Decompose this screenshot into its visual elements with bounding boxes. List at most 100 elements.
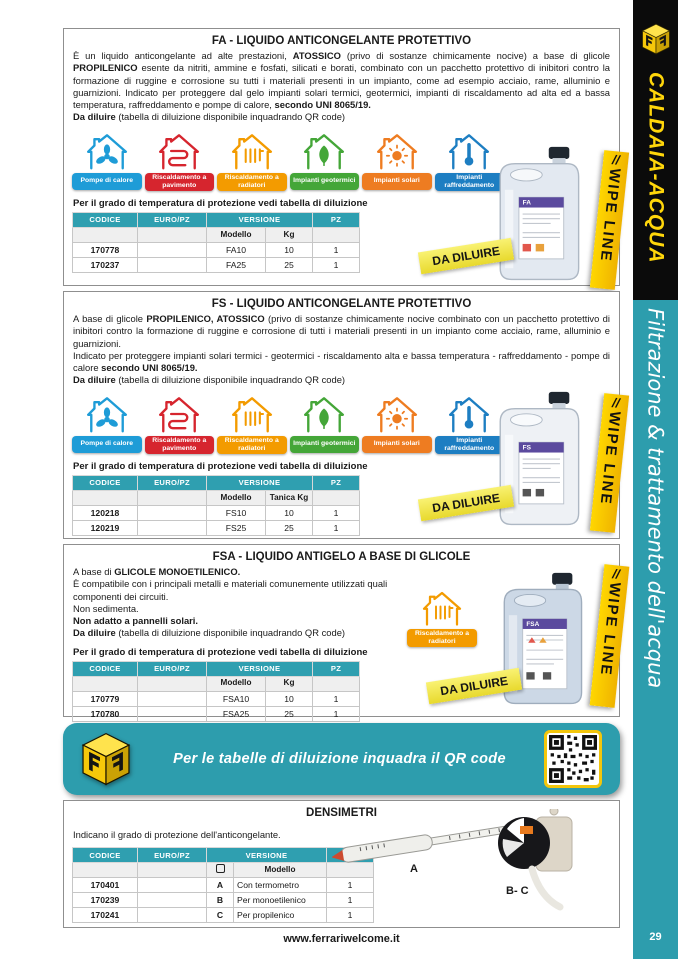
application-cooling: Impianti raffreddamento: [434, 129, 504, 191]
chip-impianti-solari: Impianti solari: [362, 172, 432, 190]
radiator-house-icon: [231, 396, 272, 433]
fs-text: A base di glicole: [73, 313, 147, 324]
radiator-house-icon: [422, 591, 462, 626]
fsa-sub-modello: Modello: [206, 675, 266, 692]
cell-modello: Per propilenico: [233, 907, 327, 924]
cell-pz: 1: [326, 877, 374, 894]
cell-modello: FS10: [206, 504, 266, 521]
page-number: 29: [649, 931, 662, 943]
qr-code[interactable]: [544, 730, 602, 788]
fsa-sub-kg: Kg: [265, 675, 313, 692]
chip-impianti-solari: Impianti solari: [362, 435, 432, 453]
heat-pump-house-icon: [86, 396, 127, 433]
application-geothermal: Impianti geotermici: [289, 129, 359, 191]
section-fs-title: FS - LIQUIDO ANTICONGELANTE PROTETTIVO: [211, 298, 472, 310]
fsa-subheader-row: Modello Kg: [72, 675, 360, 692]
empty-cell: [312, 489, 360, 506]
cell-modello: FS25: [206, 519, 266, 536]
ferrari-cube-logo: [639, 22, 673, 56]
cell-modello: FSA10: [206, 690, 266, 707]
fs-col-codice: CODICE: [72, 474, 138, 491]
empty-cell: [72, 226, 138, 243]
cell-codice: 120219: [72, 519, 138, 536]
cell-kg: 25: [265, 519, 313, 536]
cell-pz: 1: [312, 705, 360, 722]
chip-impianti-geotermici: Impianti geotermici: [289, 172, 359, 190]
cell-kg: 25: [265, 705, 313, 722]
fs-text: (privo di sostanze chimicamente nocive c…: [73, 313, 610, 349]
cell-pz: 1: [312, 519, 360, 536]
fa-dilution-note: Per il grado di temperatura di protezion…: [73, 197, 368, 209]
solar-house-icon: [376, 133, 417, 170]
floor-heating-house-icon: [159, 396, 200, 433]
cell-euro: [137, 241, 207, 258]
fsa-dilution-note: Per il grado di temperatura di protezion…: [73, 646, 368, 658]
application-floor-heating: Riscaldamento a pavimento: [144, 129, 214, 191]
cell-euro: [137, 690, 207, 707]
cell-kg: 10: [265, 241, 313, 258]
wipe-line-text: WIPE LINE: [596, 410, 624, 507]
jug-label-text: FA: [523, 200, 532, 207]
empty-cell: [72, 489, 138, 506]
chip-riscaldamento-radiatori: Riscaldamento a radiatori: [407, 629, 477, 648]
sidebar-subcategory-label: Filtrazione & trattamento dell'acqua: [643, 308, 668, 689]
fsa-application-radiator: Riscaldamento a radiatori: [407, 587, 477, 648]
empty-cell: [312, 675, 360, 692]
application-heat-pump: Pompe di calore: [72, 129, 142, 191]
fsa-col-euro: EURO/PZ: [137, 660, 207, 677]
fa-col-codice: CODICE: [72, 211, 138, 228]
table-row: 120219 FS25 25 1: [72, 519, 360, 536]
dens-col-codice: CODICE: [72, 847, 138, 864]
fsa-text: (tabella di diluizione disponibile inqua…: [115, 627, 346, 639]
fa-da-diluire: Da diluire: [73, 111, 116, 123]
fsa-price-table: CODICE EURO/PZ VERSIONE PZ Modello Kg 17…: [72, 660, 360, 722]
fa-product-image: FA DA DILUIRE: [417, 145, 591, 290]
table-row: 170401 A Con termometro 1: [72, 877, 374, 894]
chip-riscaldamento-radiatori: Riscaldamento a radiatori: [217, 172, 287, 191]
table-row: 170239 B Per monoetilenico 1: [72, 892, 374, 909]
footer-url[interactable]: www.ferrariwelcome.it: [283, 933, 400, 945]
section-fs-description: A base di glicole PROPILENICO, ATOSSICO …: [73, 313, 610, 387]
cell-pz: 1: [326, 892, 374, 909]
sidebar-category-caldaia-acqua: CALDAIA-ACQUA: [633, 0, 678, 300]
section-fsa-title: FSA - LIQUIDO ANTIGELO A BASE DI GLICOLE: [212, 551, 471, 563]
cell-kg: 25: [265, 256, 313, 273]
cube-logo-icon: [641, 23, 670, 55]
empty-cell: [72, 862, 138, 879]
solar-house-icon: [376, 396, 417, 433]
cell-modello: Con termometro: [233, 877, 327, 894]
cell-lettera: B: [206, 892, 234, 909]
fsa-da-diluire: Da diluire: [73, 627, 116, 639]
cell-lettera: C: [206, 907, 234, 924]
fs-product-image: FS DA DILUIRE: [417, 390, 591, 535]
empty-cell: [72, 675, 138, 692]
chip-impianti-raffreddamento: Impianti raffreddamento: [434, 435, 504, 454]
application-floor-heating: Riscaldamento a pavimento: [144, 392, 214, 454]
section-fa: FA - LIQUIDO ANTICONGELANTE PROTETTIVO È…: [63, 28, 630, 290]
geothermal-house-icon: [304, 133, 345, 170]
fsa-product-image: FSA DA DILUIRE: [425, 571, 593, 714]
fsa-col-codice: CODICE: [72, 660, 138, 677]
cell-euro: [137, 907, 207, 924]
fa-text: (privo di sostanze chimicamente nocive) …: [340, 50, 610, 61]
wipe-line-text: WIPE LINE: [596, 167, 624, 264]
cell-euro: [137, 256, 207, 273]
chip-impianti-raffreddamento: Impianti raffreddamento: [434, 172, 504, 191]
qr-banner-text: Per le tabelle di diluizione inquadra il…: [173, 751, 506, 767]
application-heat-pump: Pompe di calore: [72, 392, 142, 454]
dens-sub-modello: Modello: [233, 862, 327, 879]
cooling-house-icon: [449, 396, 490, 433]
fsa-text-bold: Non adatto a pannelli solari.: [73, 615, 199, 627]
fa-sub-kg: Kg: [265, 226, 313, 243]
fs-dilution-note: Per il grado di temperatura di protezion…: [73, 460, 368, 472]
cell-pz: 1: [312, 504, 360, 521]
chip-pompe-di-calore: Pompe di calore: [72, 172, 142, 190]
gauge-label: B- C: [506, 885, 529, 897]
fsa-col-pz: PZ: [312, 660, 360, 677]
densimetri-description: Indicano il grado di protezione dell'ant…: [73, 829, 281, 840]
chip-riscaldamento-pavimento: Riscaldamento a pavimento: [144, 172, 214, 191]
section-fa-title: FA - LIQUIDO ANTICONGELANTE PROTETTIVO: [211, 35, 472, 47]
fs-text-bold: secondo UNI 8065/19.: [101, 362, 198, 374]
cell-euro: [137, 877, 207, 894]
dens-col-euro: EURO/PZ: [137, 847, 207, 864]
